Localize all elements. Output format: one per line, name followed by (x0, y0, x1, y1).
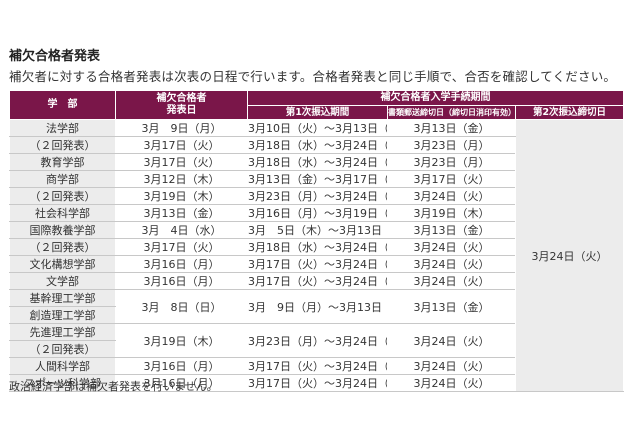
faculty-cell: 文化構想学部 (9, 255, 116, 273)
first-period-cell: 3月16日（月）〜3月19日（木） (247, 204, 388, 222)
announce-date-cell: 3月19日（木） (115, 187, 248, 205)
first-period-cell: 3月18日（水）〜3月24日（火） (247, 136, 388, 154)
intro-text: 補欠者に対する合格者発表は次表の日程で行います。合格者発表と同じ手順で、合否を確… (9, 69, 617, 84)
announce-date-cell: 3月19日（木） (115, 323, 248, 358)
header-procedure: 補欠合格者入学手続期間 (247, 90, 624, 106)
faculty-cell: 文学部 (9, 272, 116, 290)
faculty-cell: 社会科学部 (9, 204, 116, 222)
faculty-cell: （２回発表） (9, 187, 116, 205)
announce-date-cell: 3月16日（月） (115, 272, 248, 290)
faculty-cell: （２回発表） (9, 136, 116, 154)
header-announce: 補欠合格者 発表日 (115, 90, 248, 120)
announce-date-cell: 3月17日（火） (115, 136, 248, 154)
faculty-cell: スポーツ科学部 (9, 374, 116, 392)
announce-date-cell: 3月 9日（月） (115, 119, 248, 137)
announce-date-cell: 3月13日（金） (115, 204, 248, 222)
schedule-table: 学 部 補欠合格者 発表日 補欠合格者入学手続期間 第1次振込期間 書類郵送締切… (9, 90, 624, 392)
footnote: 政治経済学部は補欠者発表を行いません。 (9, 380, 218, 393)
table-row: 創造理工学部 (9, 306, 624, 324)
first-period-cell: 3月17日（火）〜3月24日（火） (247, 357, 388, 375)
announce-date-cell: 3月 4日（水） (115, 221, 248, 239)
announce-date-cell: 3月17日（火） (115, 238, 248, 256)
first-period-cell: 3月17日（火）〜3月24日（火） (247, 374, 388, 392)
table-row: （２回発表）3月17日（火）3月18日（水）〜3月24日（火）3月23日（月） (9, 136, 624, 154)
mail-deadline-cell: 3月24日（火） (387, 272, 516, 290)
mail-deadline-cell: 3月23日（月） (387, 153, 516, 171)
faculty-cell: 創造理工学部 (9, 306, 116, 324)
mail-deadline-cell: 3月13日（金） (387, 289, 516, 324)
mail-deadline-cell: 3月24日（火） (387, 357, 516, 375)
first-period-cell: 3月17日（火）〜3月24日（火） (247, 272, 388, 290)
table-row: （２回発表） (9, 340, 624, 358)
announce-date-cell: 3月12日（木） (115, 170, 248, 188)
announce-date-cell: 3月16日（月） (115, 255, 248, 273)
header-first-period: 第1次振込期間 (247, 105, 388, 120)
faculty-cell: 人間科学部 (9, 357, 116, 375)
table-row: （２回発表）3月17日（火）3月18日（水）〜3月24日（火）3月24日（火） (9, 238, 624, 256)
faculty-cell: （２回発表） (9, 340, 116, 358)
faculty-cell: 法学部 (9, 119, 116, 137)
first-period-cell: 3月13日（金）〜3月17日（火） (247, 170, 388, 188)
header-announce-line1: 補欠合格者 (156, 93, 207, 104)
announce-date-cell: 3月16日（月） (115, 357, 248, 375)
first-period-cell: 3月18日（水）〜3月24日（火） (247, 238, 388, 256)
mail-deadline-cell: 3月23日（月） (387, 136, 516, 154)
first-period-cell: 3月10日（火）〜3月13日（金） (247, 119, 388, 137)
mail-deadline-cell: 3月19日（木） (387, 204, 516, 222)
mail-deadline-cell: 3月24日（火） (387, 374, 516, 392)
header-second-deadline: 第2次振込締切日 (515, 105, 624, 120)
faculty-cell: 先進理工学部 (9, 323, 116, 341)
table-row: （２回発表）3月19日（木）3月23日（月）〜3月24日（火）3月24日（火） (9, 187, 624, 205)
header-announce-line2: 発表日 (166, 105, 197, 116)
second-deadline-cell: 3月24日（火） (515, 119, 624, 392)
first-period-cell: 3月18日（水）〜3月24日（火） (247, 153, 388, 171)
faculty-cell: 教育学部 (9, 153, 116, 171)
mail-deadline-cell: 3月24日（火） (387, 238, 516, 256)
announce-date-cell: 3月17日（火） (115, 153, 248, 171)
faculty-cell: （２回発表） (9, 238, 116, 256)
announce-date-cell: 3月16日（月） (115, 374, 248, 392)
mail-deadline-cell: 3月13日（金） (387, 119, 516, 137)
mail-deadline-cell: 3月13日（金） (387, 221, 516, 239)
mail-deadline-cell: 3月24日（火） (387, 187, 516, 205)
faculty-cell: 国際教養学部 (9, 221, 116, 239)
first-period-cell: 3月23日（月）〜3月24日（火） (247, 323, 388, 358)
faculty-cell: 基幹理工学部 (9, 289, 116, 307)
first-period-cell: 3月 5日（木）〜3月13日（金） (247, 221, 388, 239)
faculty-cell: 商学部 (9, 170, 116, 188)
header-mail-deadline: 書類郵送締切日（締切日消印有効） (387, 105, 516, 120)
page-title: 補欠合格者発表 (9, 49, 101, 64)
first-period-cell: 3月17日（火）〜3月24日（火） (247, 255, 388, 273)
first-period-cell: 3月23日（月）〜3月24日（火） (247, 187, 388, 205)
announce-date-cell: 3月 8日（日） (115, 289, 248, 324)
header-faculty: 学 部 (9, 90, 116, 120)
mail-deadline-cell: 3月17日（火） (387, 170, 516, 188)
first-period-cell: 3月 9日（月）〜3月13日（金） (247, 289, 388, 324)
mail-deadline-cell: 3月24日（火） (387, 323, 516, 358)
mail-deadline-cell: 3月24日（火） (387, 255, 516, 273)
